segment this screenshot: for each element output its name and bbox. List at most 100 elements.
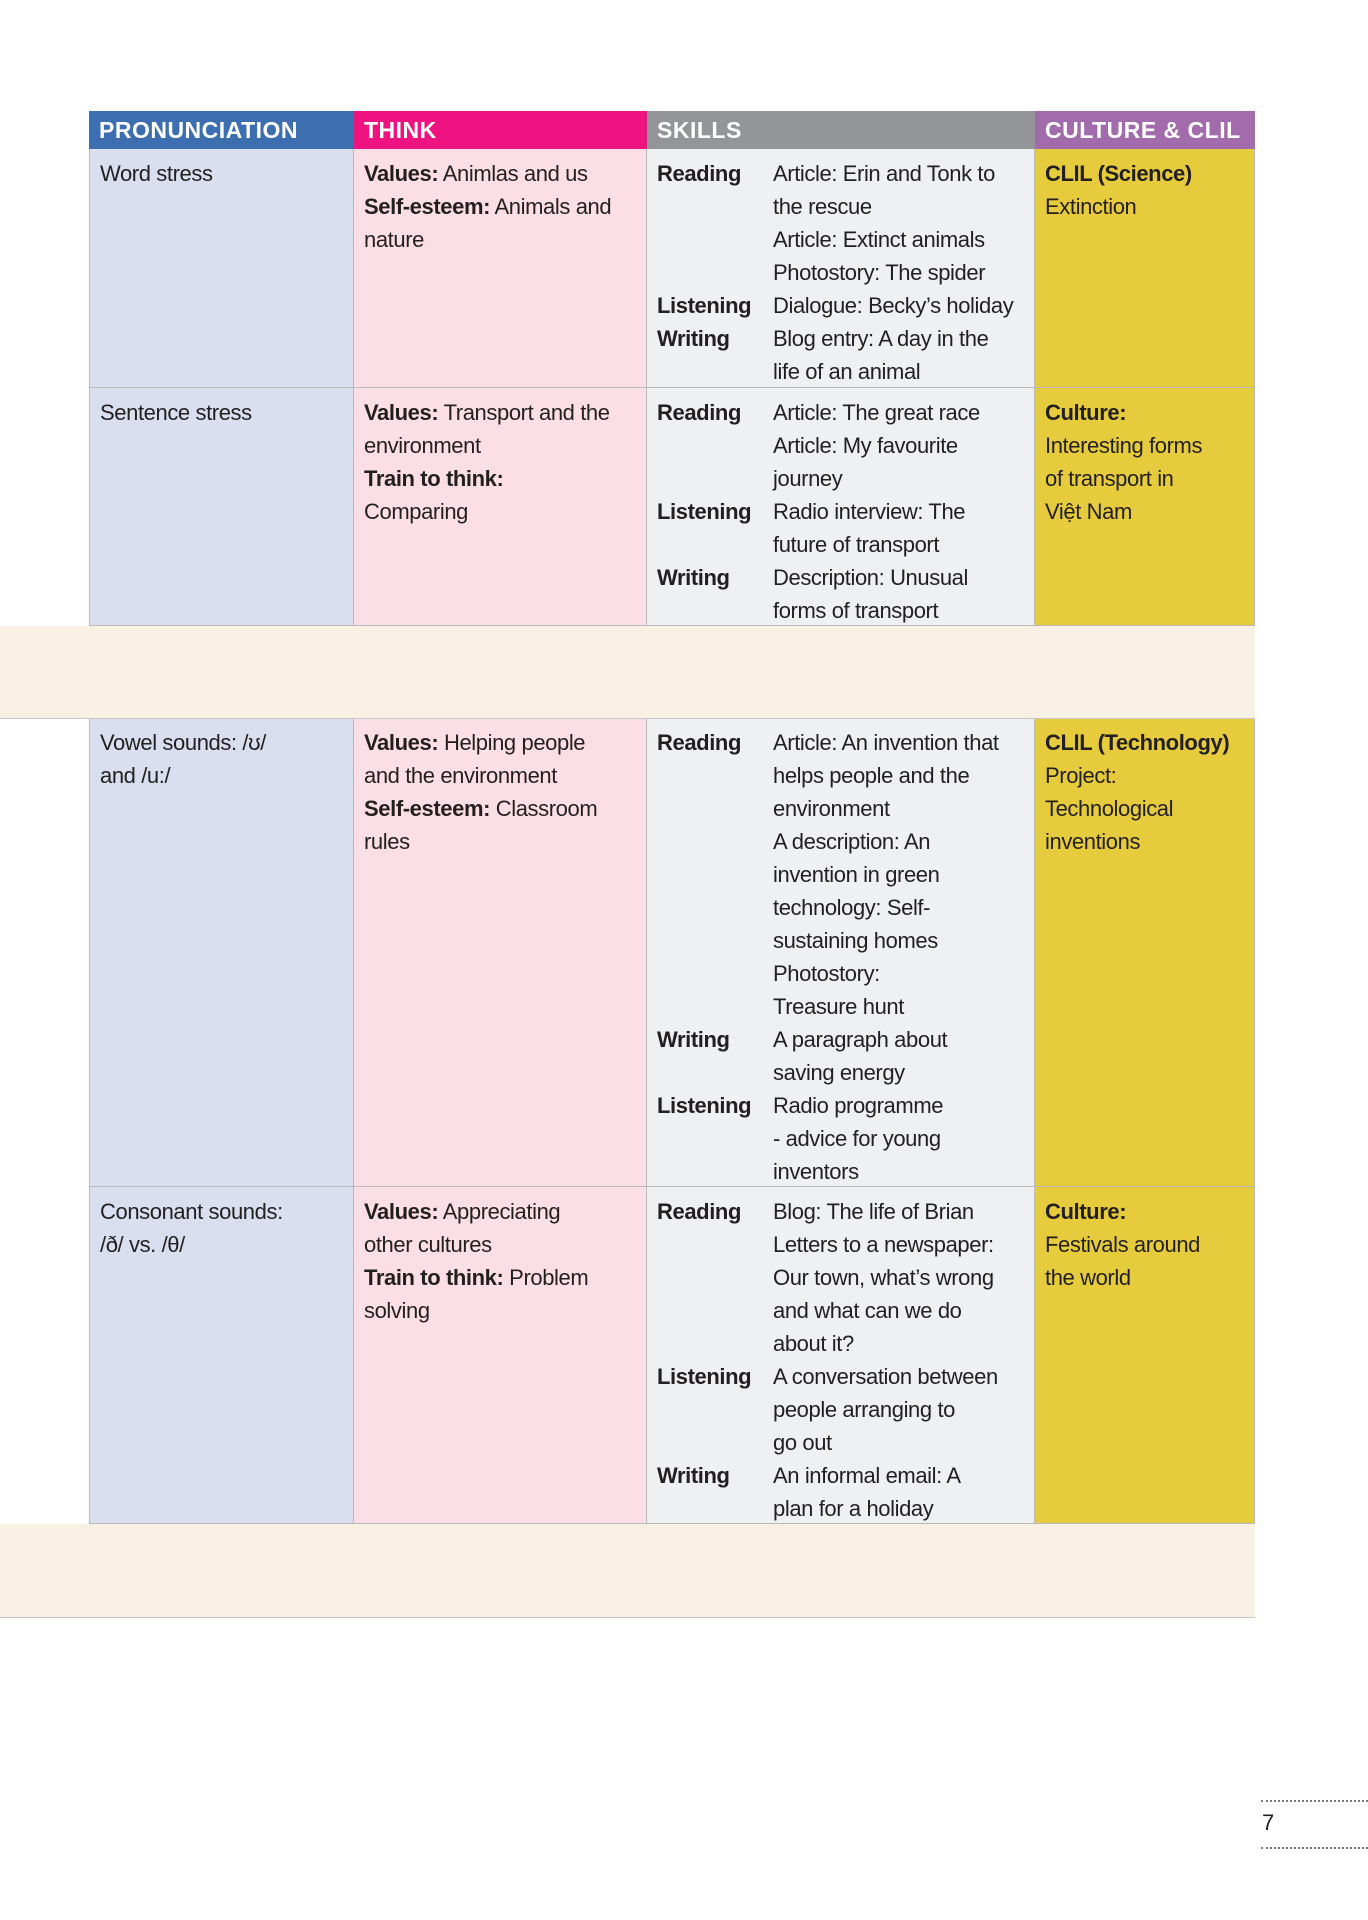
skill-text: environment [773, 796, 890, 821]
skill-label: Writing [657, 326, 730, 351]
skill-text: future of transport [773, 532, 940, 557]
skill-line: Reading Article: The great race [657, 396, 1034, 429]
skill-text: An informal email: A [773, 1463, 961, 1488]
skills-cell: Reading Article: An invention that helps p… [647, 718, 1035, 1187]
bold-label: CLIL (Science) [1045, 161, 1192, 186]
text: rules [364, 829, 410, 854]
skill-text: the rescue [773, 194, 872, 219]
skill-text: Letters to a newspaper: [773, 1232, 994, 1257]
skills-cell: Reading Article: Erin and Tonk to the resc… [647, 149, 1035, 388]
bold-label: Values: [364, 400, 439, 425]
skill-line: sustaining homes [657, 924, 1034, 957]
skill-label: Listening [657, 499, 752, 524]
culture-cell: CLIL (Science) Extinction [1035, 149, 1255, 388]
skill-text: go out [773, 1430, 832, 1455]
bold-label: Train to think: [364, 466, 504, 491]
skill-line: environment [657, 792, 1034, 825]
skill-line: Letters to a newspaper: [657, 1228, 1034, 1261]
text-line: the world [1045, 1261, 1254, 1294]
text-line: Festivals around [1045, 1228, 1254, 1261]
skill-text: technology: Self- [773, 895, 931, 920]
text-line: Values: Animlas and us [364, 157, 646, 190]
text-line: Project: [1045, 759, 1254, 792]
skill-text: about it? [773, 1331, 854, 1356]
text-line: /ð/ vs. /θ/ [100, 1232, 185, 1257]
culture-cell: Culture: Interesting forms of transport in… [1035, 388, 1255, 626]
bold-label: CLIL (Technology) [1045, 730, 1230, 755]
culture-cell: CLIL (Technology) Project: Technological in… [1035, 718, 1255, 1187]
bold-label: Culture: [1045, 1199, 1127, 1224]
skill-text: Blog entry: A day in the [773, 326, 989, 351]
text-line: Train to think: Problem [364, 1261, 646, 1294]
bold-label: Values: [364, 730, 439, 755]
skill-text: Article: My favourite [773, 433, 958, 458]
skill-label: Listening [657, 293, 752, 318]
skill-label: Listening [657, 1364, 752, 1389]
skill-text: - advice for young [773, 1126, 941, 1151]
text: Animals and [490, 194, 612, 219]
think-cell: Values: Appreciating other cultures Train … [354, 1187, 647, 1524]
skill-line: Writing Blog entry: A day in the [657, 322, 1034, 355]
text-line: Việt Nam [1045, 495, 1254, 528]
skill-text: Radio programme [773, 1093, 944, 1118]
text-line: Word stress [100, 161, 213, 186]
text-line: nature [364, 223, 646, 256]
pronunciation-cell: Consonant sounds: /ð/ vs. /θ/ [89, 1187, 354, 1524]
skill-line: Listening A conversation between [657, 1360, 1034, 1393]
skill-line: Listening Dialogue: Becky’s holiday [657, 289, 1034, 322]
text: Project: [1045, 763, 1117, 788]
skill-label: Reading [657, 161, 741, 186]
text-line: Consonant sounds: [100, 1199, 283, 1224]
text: the world [1045, 1265, 1131, 1290]
skill-line: the rescue [657, 190, 1034, 223]
skill-text: invention in green [773, 862, 940, 887]
text-line: Culture: [1045, 396, 1254, 429]
text: Appreciating [438, 1199, 561, 1224]
bold-label: Train to think: [364, 1265, 504, 1290]
skill-text: Article: Erin and Tonk to [773, 161, 995, 186]
text: other cultures [364, 1232, 492, 1257]
blank-band [0, 626, 1255, 719]
skills-cell: Reading Blog: The life of Brian Letters to… [647, 1187, 1035, 1524]
think-cell: Values: Helping people and the environmen… [354, 718, 647, 1187]
skill-text: journey [773, 466, 843, 491]
text: Technological [1045, 796, 1174, 821]
bold-label: Culture: [1045, 400, 1127, 425]
skill-text: sustaining homes [773, 928, 938, 953]
text-line: Interesting forms [1045, 429, 1254, 462]
bold-label: Values: [364, 1199, 439, 1224]
skill-line: Treasure hunt [657, 990, 1034, 1023]
bold-label: Values: [364, 161, 439, 186]
skill-text: helps people and the [773, 763, 970, 788]
skill-line: Article: Extinct animals [657, 223, 1034, 256]
text-line: and the environment [364, 759, 646, 792]
skill-line: future of transport [657, 528, 1034, 561]
skill-text: Photostory: [773, 961, 880, 986]
page-number: 7 [1262, 1810, 1275, 1835]
skill-text: life of an animal [773, 359, 921, 384]
skill-line: and what can we do [657, 1294, 1034, 1327]
text: Festivals around [1045, 1232, 1201, 1257]
text-line: Train to think: [364, 462, 646, 495]
text: Việt Nam [1045, 499, 1132, 524]
text-line: Technological [1045, 792, 1254, 825]
bold-label: Self-esteem: [364, 796, 491, 821]
pronunciation-cell: Word stress [89, 149, 354, 388]
text: Problem [503, 1265, 589, 1290]
skill-line: about it? [657, 1327, 1034, 1360]
text-line: and /u:/ [100, 763, 171, 788]
skill-line: Photostory: The spider [657, 256, 1034, 289]
skill-text: Dialogue: Becky’s holiday [773, 293, 1014, 318]
skill-line: Reading Article: Erin and Tonk to [657, 157, 1034, 190]
skill-line: inventors [657, 1155, 1034, 1186]
skills-cell: Reading Article: The great race Article: M… [647, 388, 1035, 626]
skill-text: and what can we do [773, 1298, 962, 1323]
skill-text: Description: Unusual [773, 565, 968, 590]
text-line: other cultures [364, 1228, 646, 1261]
text: Helping people [438, 730, 586, 755]
skill-text: inventors [773, 1159, 859, 1184]
skill-line: forms of transport [657, 594, 1034, 625]
skill-label: Writing [657, 565, 730, 590]
text-line: Vowel sounds: /ʊ/ [100, 730, 266, 755]
text-line: Culture: [1045, 1195, 1254, 1228]
